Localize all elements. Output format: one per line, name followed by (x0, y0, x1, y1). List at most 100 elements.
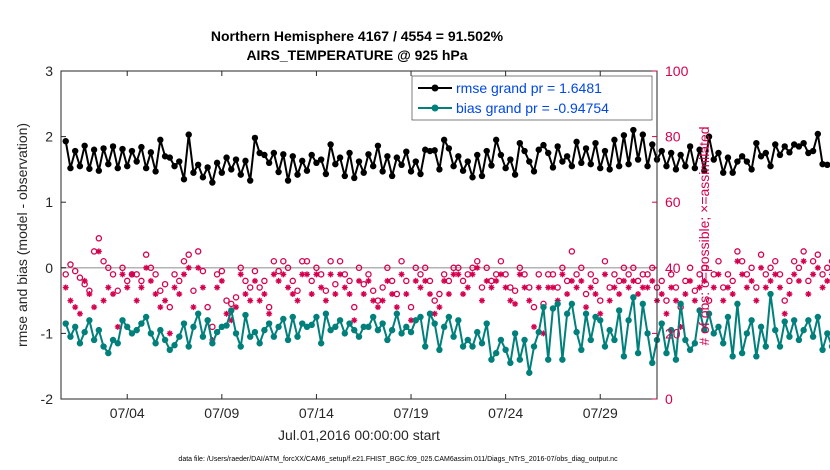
obs-assimilated-point (86, 291, 93, 298)
bias-point (639, 300, 647, 308)
obs-assimilated-point (114, 323, 121, 330)
obs-assimilated-point (351, 317, 358, 324)
bias-point (521, 336, 528, 344)
rmse-point (554, 143, 561, 150)
rmse-point (743, 158, 751, 165)
obs-assimilated-point (426, 291, 433, 298)
obs-possible-point (483, 264, 490, 272)
chart-title-line1: Northern Hemisphere 4167 / 4554 = 91.502… (211, 28, 504, 44)
obs-possible-point (549, 271, 557, 278)
rmse-point (573, 138, 580, 146)
bias-point (592, 313, 599, 321)
obs-assimilated-point (734, 258, 741, 265)
obs-assimilated-point (275, 277, 282, 284)
obs-assimilated-point (710, 284, 717, 291)
rmse-point (180, 176, 188, 183)
rmse-point (445, 145, 453, 152)
obs-possible-point (431, 297, 438, 304)
rmse-point (261, 151, 268, 159)
obs-assimilated-point (445, 291, 452, 298)
bias-point (336, 317, 344, 324)
obs-assimilated-point (805, 291, 812, 298)
bias-point (270, 333, 278, 340)
rmse-point (606, 166, 613, 173)
obs-possible-point (119, 264, 126, 272)
bias-point (568, 300, 576, 308)
bias-point (672, 356, 680, 363)
bias-point (294, 333, 301, 340)
obs-assimilated-point (814, 264, 821, 271)
obs-assimilated-point (389, 291, 396, 298)
bias-point (667, 326, 675, 334)
rmse-point (213, 159, 221, 167)
obs-assimilated-point (180, 271, 187, 278)
bias-point (76, 340, 84, 347)
rmse-point (280, 151, 287, 158)
rmse-point (814, 130, 822, 138)
obs-assimilated-point (767, 277, 774, 284)
obs-assimilated-point (478, 297, 485, 304)
rmse-point (403, 148, 410, 155)
bias-point (422, 343, 429, 350)
obs-possible-point (138, 277, 145, 285)
bias-point (488, 356, 495, 363)
rmse-point (734, 158, 741, 165)
obs-assimilated-point (545, 284, 552, 291)
rmse-point (114, 164, 121, 172)
bias-point (185, 343, 192, 350)
bias-point (194, 310, 202, 317)
rmse-point (625, 160, 632, 168)
obs-possible-point (724, 271, 732, 278)
bias-point (275, 323, 282, 331)
obs-possible-point (228, 300, 235, 308)
bias-point (478, 340, 486, 347)
obs-assimilated-point (322, 297, 329, 304)
bias-point (379, 320, 386, 327)
bias-point (507, 359, 514, 367)
bias-point (308, 321, 315, 329)
obs-possible-point (332, 280, 339, 288)
bias-point (71, 323, 79, 331)
rmse-point (450, 162, 457, 170)
obs-assimilated-point (360, 291, 367, 298)
rmse-point (407, 168, 415, 175)
bias-point (327, 326, 334, 334)
rmse-point (100, 145, 107, 152)
bias-point (426, 310, 434, 317)
obs-possible-point (355, 264, 363, 272)
obs-assimilated-point (592, 291, 599, 298)
obs-possible-point (601, 257, 609, 265)
rmse-point (138, 143, 145, 151)
bias-point (630, 294, 637, 301)
bias-point (138, 320, 145, 327)
bias-point (180, 320, 188, 327)
bias-point (644, 330, 651, 337)
obs-assimilated-point (578, 277, 585, 284)
obs-assimilated-point (616, 291, 623, 298)
bias-point (597, 317, 604, 324)
obs-assimilated-point (663, 310, 670, 317)
rmse-point (76, 162, 84, 170)
obs-possible-point (753, 284, 760, 291)
bias-point (497, 336, 505, 344)
obs-possible-point (663, 297, 670, 304)
rmse-point (166, 154, 173, 161)
rmse-point (634, 156, 642, 163)
obs-possible-point (114, 287, 122, 295)
obs-possible-point (232, 294, 240, 301)
obs-assimilated-point (483, 277, 490, 284)
bias-point (332, 323, 339, 331)
bias-point (800, 326, 807, 334)
obs-possible-point (261, 277, 268, 285)
obs-possible-point (592, 277, 599, 285)
obs-possible-point (705, 297, 713, 304)
obs-possible-point (71, 267, 79, 275)
obs-possible-point (303, 257, 311, 265)
obs-possible-point (280, 257, 287, 265)
obs-possible-point (459, 277, 467, 285)
rmse-point (587, 160, 594, 168)
bias-point (209, 340, 216, 347)
legend-bias-label: bias grand pr = -0.94754 (456, 100, 609, 116)
bias-point (171, 342, 178, 349)
obs-possible-point (757, 251, 765, 258)
